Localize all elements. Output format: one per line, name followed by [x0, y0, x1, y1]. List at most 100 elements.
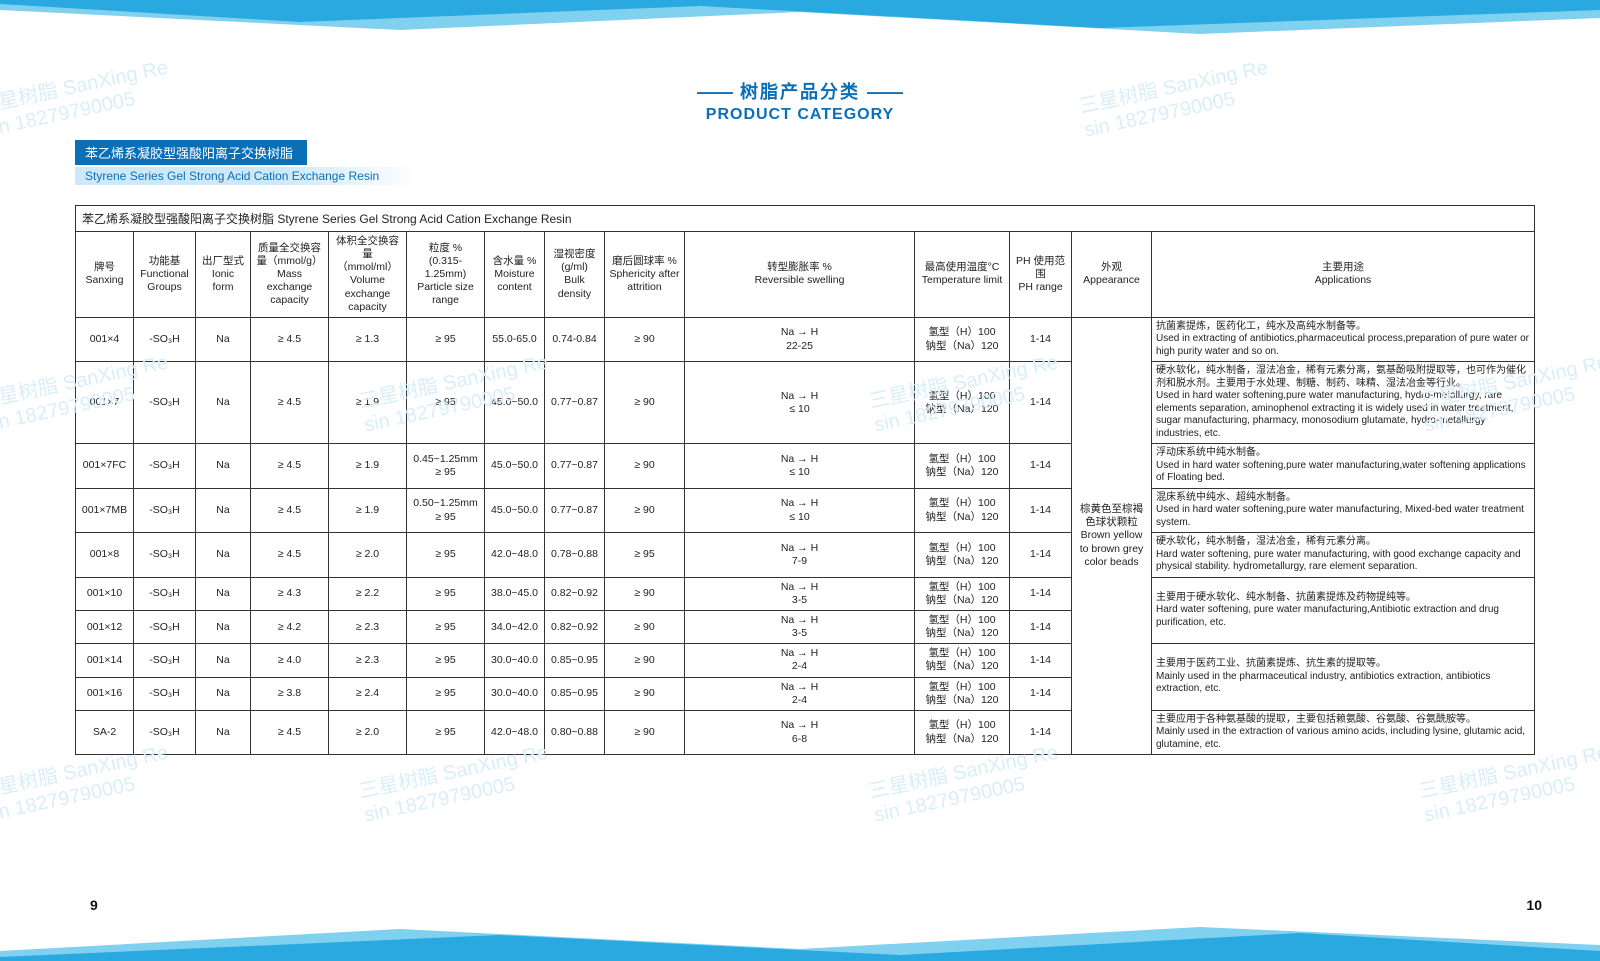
table-cell: 0.74-0.84 [545, 317, 605, 362]
table-cell: -SO₃H [134, 577, 196, 610]
table-cell: ≥ 90 [605, 611, 685, 644]
table-cell: Na → H3-5 [685, 611, 915, 644]
table-cell: 氢型（H）100钠型（Na）120 [915, 444, 1010, 489]
table-cell: -SO₃H [134, 611, 196, 644]
column-header: 出厂型式Ionic form [196, 232, 251, 318]
table-cell: 42.0~48.0 [485, 533, 545, 578]
table-cell: Na [196, 644, 251, 677]
table-cell: 38.0~45.0 [485, 577, 545, 610]
table-cell: 1-14 [1010, 710, 1072, 755]
table-cell: ≥ 2.0 [329, 533, 407, 578]
product-table-wrap: 苯乙烯系凝胶型强酸阳离子交换树脂 Styrene Series Gel Stro… [75, 205, 1535, 755]
table-cell: 氢型（H）100钠型（Na）120 [915, 644, 1010, 677]
table-cell: ≥ 4.5 [251, 533, 329, 578]
table-cell: 0.77~0.87 [545, 444, 605, 489]
table-cell: 氢型（H）100钠型（Na）120 [915, 488, 1010, 533]
table-cell: 001×7 [76, 362, 134, 444]
table-cell: 0.50~1.25mm≥ 95 [407, 488, 485, 533]
table-cell: 氢型（H）100钠型（Na）120 [915, 362, 1010, 444]
applications-cell: 抗菌素提炼，医药化工，纯水及高纯水制备等。Used in extracting … [1152, 317, 1535, 362]
bottom-decorative-banner [0, 911, 1600, 961]
table-cell: Na → H7-9 [685, 533, 915, 578]
table-cell: 30.0~40.0 [485, 644, 545, 677]
table-cell: Na → H2-4 [685, 644, 915, 677]
table-cell: 0.77~0.87 [545, 488, 605, 533]
table-cell: ≥ 4.5 [251, 710, 329, 755]
table-cell: Na → H6-8 [685, 710, 915, 755]
table-cell: 0.82~0.92 [545, 577, 605, 610]
table-cell: ≥ 1.9 [329, 362, 407, 444]
table-row: 001×8-SO₃HNa≥ 4.5≥ 2.0≥ 9542.0~48.00.78~… [76, 533, 1535, 578]
applications-cell: 浮动床系统中纯水制备。Used in hard water softening,… [1152, 444, 1535, 489]
table-cell: -SO₃H [134, 362, 196, 444]
table-cell: -SO₃H [134, 533, 196, 578]
table-cell: Na → H≤ 10 [685, 362, 915, 444]
applications-cell: 主要用于硬水软化、纯水制备、抗菌素提炼及药物提纯等。Hard water sof… [1152, 577, 1535, 644]
table-cell: 氢型（H）100钠型（Na）120 [915, 677, 1010, 710]
table-cell: 55.0-65.0 [485, 317, 545, 362]
table-cell: -SO₃H [134, 444, 196, 489]
column-header: 牌号Sanxing [76, 232, 134, 318]
table-cell: 1-14 [1010, 317, 1072, 362]
table-cell: 001×7MB [76, 488, 134, 533]
table-cell: 1-14 [1010, 533, 1072, 578]
column-header: 转型膨胀率 %Reversible swelling [685, 232, 915, 318]
table-cell: 1-14 [1010, 677, 1072, 710]
page-number-right: 10 [1526, 897, 1542, 913]
table-cell: ≥ 95 [407, 533, 485, 578]
table-cell: Na [196, 444, 251, 489]
table-cell: Na → H3-5 [685, 577, 915, 610]
table-cell: ≥ 90 [605, 362, 685, 444]
section-title: 苯乙烯系凝胶型强酸阳离子交换树脂 Styrene Series Gel Stro… [75, 140, 419, 185]
heading-en: PRODUCT CATEGORY [0, 106, 1600, 124]
table-cell: 45.0~50.0 [485, 444, 545, 489]
table-cell: ≥ 95 [605, 533, 685, 578]
table-cell: ≥ 1.9 [329, 488, 407, 533]
column-header: 湿视密度 (g/ml)Bulk density [545, 232, 605, 318]
table-cell: ≥ 2.3 [329, 611, 407, 644]
table-cell: 氢型（H）100钠型（Na）120 [915, 710, 1010, 755]
column-header: 粒度 %(0.315-1.25mm)Particle size range [407, 232, 485, 318]
applications-cell: 主要用于医药工业、抗菌素提炼、抗生素的提取等。Mainly used in th… [1152, 644, 1535, 711]
table-cell: 001×16 [76, 677, 134, 710]
column-header: 体积全交换容量（mmol/ml）Volume exchange capacity [329, 232, 407, 318]
applications-cell: 主要应用于各种氨基酸的提取，主要包括赖氨酸、谷氨酸、谷氨酰胺等。Mainly u… [1152, 710, 1535, 755]
table-cell: Na [196, 577, 251, 610]
table-cell: ≥ 3.8 [251, 677, 329, 710]
table-cell: ≥ 90 [605, 444, 685, 489]
column-header: 含水量 %Moisture content [485, 232, 545, 318]
table-cell: ≥ 95 [407, 644, 485, 677]
table-cell: 氢型（H）100钠型（Na）120 [915, 611, 1010, 644]
table-cell: 0.85~0.95 [545, 644, 605, 677]
table-row: 001×7-SO₃HNa≥ 4.5≥ 1.9≥ 9545.0~50.00.77~… [76, 362, 1535, 444]
table-cell: Na [196, 710, 251, 755]
table-cell: 0.78~0.88 [545, 533, 605, 578]
table-cell: ≥ 90 [605, 644, 685, 677]
table-cell: ≥ 90 [605, 317, 685, 362]
page-heading: —— 树脂产品分类 —— PRODUCT CATEGORY [0, 78, 1600, 124]
column-header: PH 使用范围PH range [1010, 232, 1072, 318]
table-cell: Na → H2-4 [685, 677, 915, 710]
table-cell: Na [196, 611, 251, 644]
table-row: 001×7FC-SO₃HNa≥ 4.5≥ 1.90.45~1.25mm≥ 954… [76, 444, 1535, 489]
table-cell: 001×10 [76, 577, 134, 610]
table-cell: Na [196, 533, 251, 578]
table-caption: 苯乙烯系凝胶型强酸阳离子交换树脂 Styrene Series Gel Stro… [75, 205, 1535, 231]
applications-cell: 硬水软化，纯水制备，湿法冶金，稀有元素分离，氨基酚吸附提取等，也可作为催化剂和脱… [1152, 362, 1535, 444]
table-cell: Na → H22-25 [685, 317, 915, 362]
column-header: 主要用途Applications [1152, 232, 1535, 318]
table-cell: 0.80~0.88 [545, 710, 605, 755]
heading-cn: —— 树脂产品分类 —— [0, 78, 1600, 104]
column-header: 功能基Functional Groups [134, 232, 196, 318]
table-cell: 001×14 [76, 644, 134, 677]
table-cell: ≥ 4.5 [251, 444, 329, 489]
table-row: 001×4-SO₃HNa≥ 4.5≥ 1.3≥ 9555.0-65.00.74-… [76, 317, 1535, 362]
product-table: 牌号Sanxing功能基Functional Groups出厂型式Ionic f… [75, 231, 1535, 755]
table-row: 001×7MB-SO₃HNa≥ 4.5≥ 1.90.50~1.25mm≥ 954… [76, 488, 1535, 533]
table-cell: 42.0~48.0 [485, 710, 545, 755]
table-cell: 0.77~0.87 [545, 362, 605, 444]
page-root: —— 树脂产品分类 —— PRODUCT CATEGORY 苯乙烯系凝胶型强酸阳… [0, 0, 1600, 961]
table-cell: -SO₃H [134, 644, 196, 677]
column-header: 质量全交换容量（mmol/g）Mass exchange capacity [251, 232, 329, 318]
section-title-cn: 苯乙烯系凝胶型强酸阳离子交换树脂 [75, 140, 307, 165]
